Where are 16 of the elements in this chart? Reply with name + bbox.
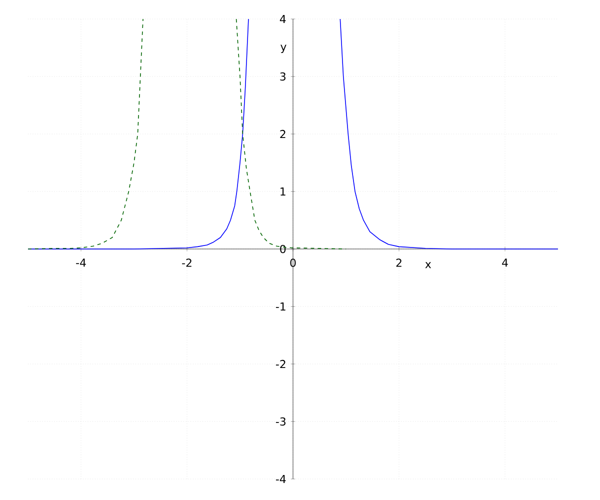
y-tick-label: 2: [280, 130, 286, 138]
y-tick-label: -4: [276, 474, 286, 483]
x-tick-label: 2: [396, 258, 402, 267]
y-tick-label: -1: [276, 302, 286, 310]
y-tick-label: 4: [280, 15, 286, 23]
y-tick-label: 1: [280, 188, 286, 196]
x-tick-label: -2: [182, 258, 192, 267]
x-tick-label: 0: [290, 258, 296, 267]
y-axis-title: y: [280, 44, 286, 54]
y-tick-label: 0: [280, 244, 286, 254]
x-tick-label: -4: [76, 258, 86, 267]
y-tick-label: 3: [280, 72, 286, 81]
y-tick-label: -3: [276, 417, 286, 426]
y-tick-label: -2: [276, 360, 286, 368]
x-axis-title: x: [425, 262, 432, 268]
x-tick-label: 4: [502, 258, 508, 267]
